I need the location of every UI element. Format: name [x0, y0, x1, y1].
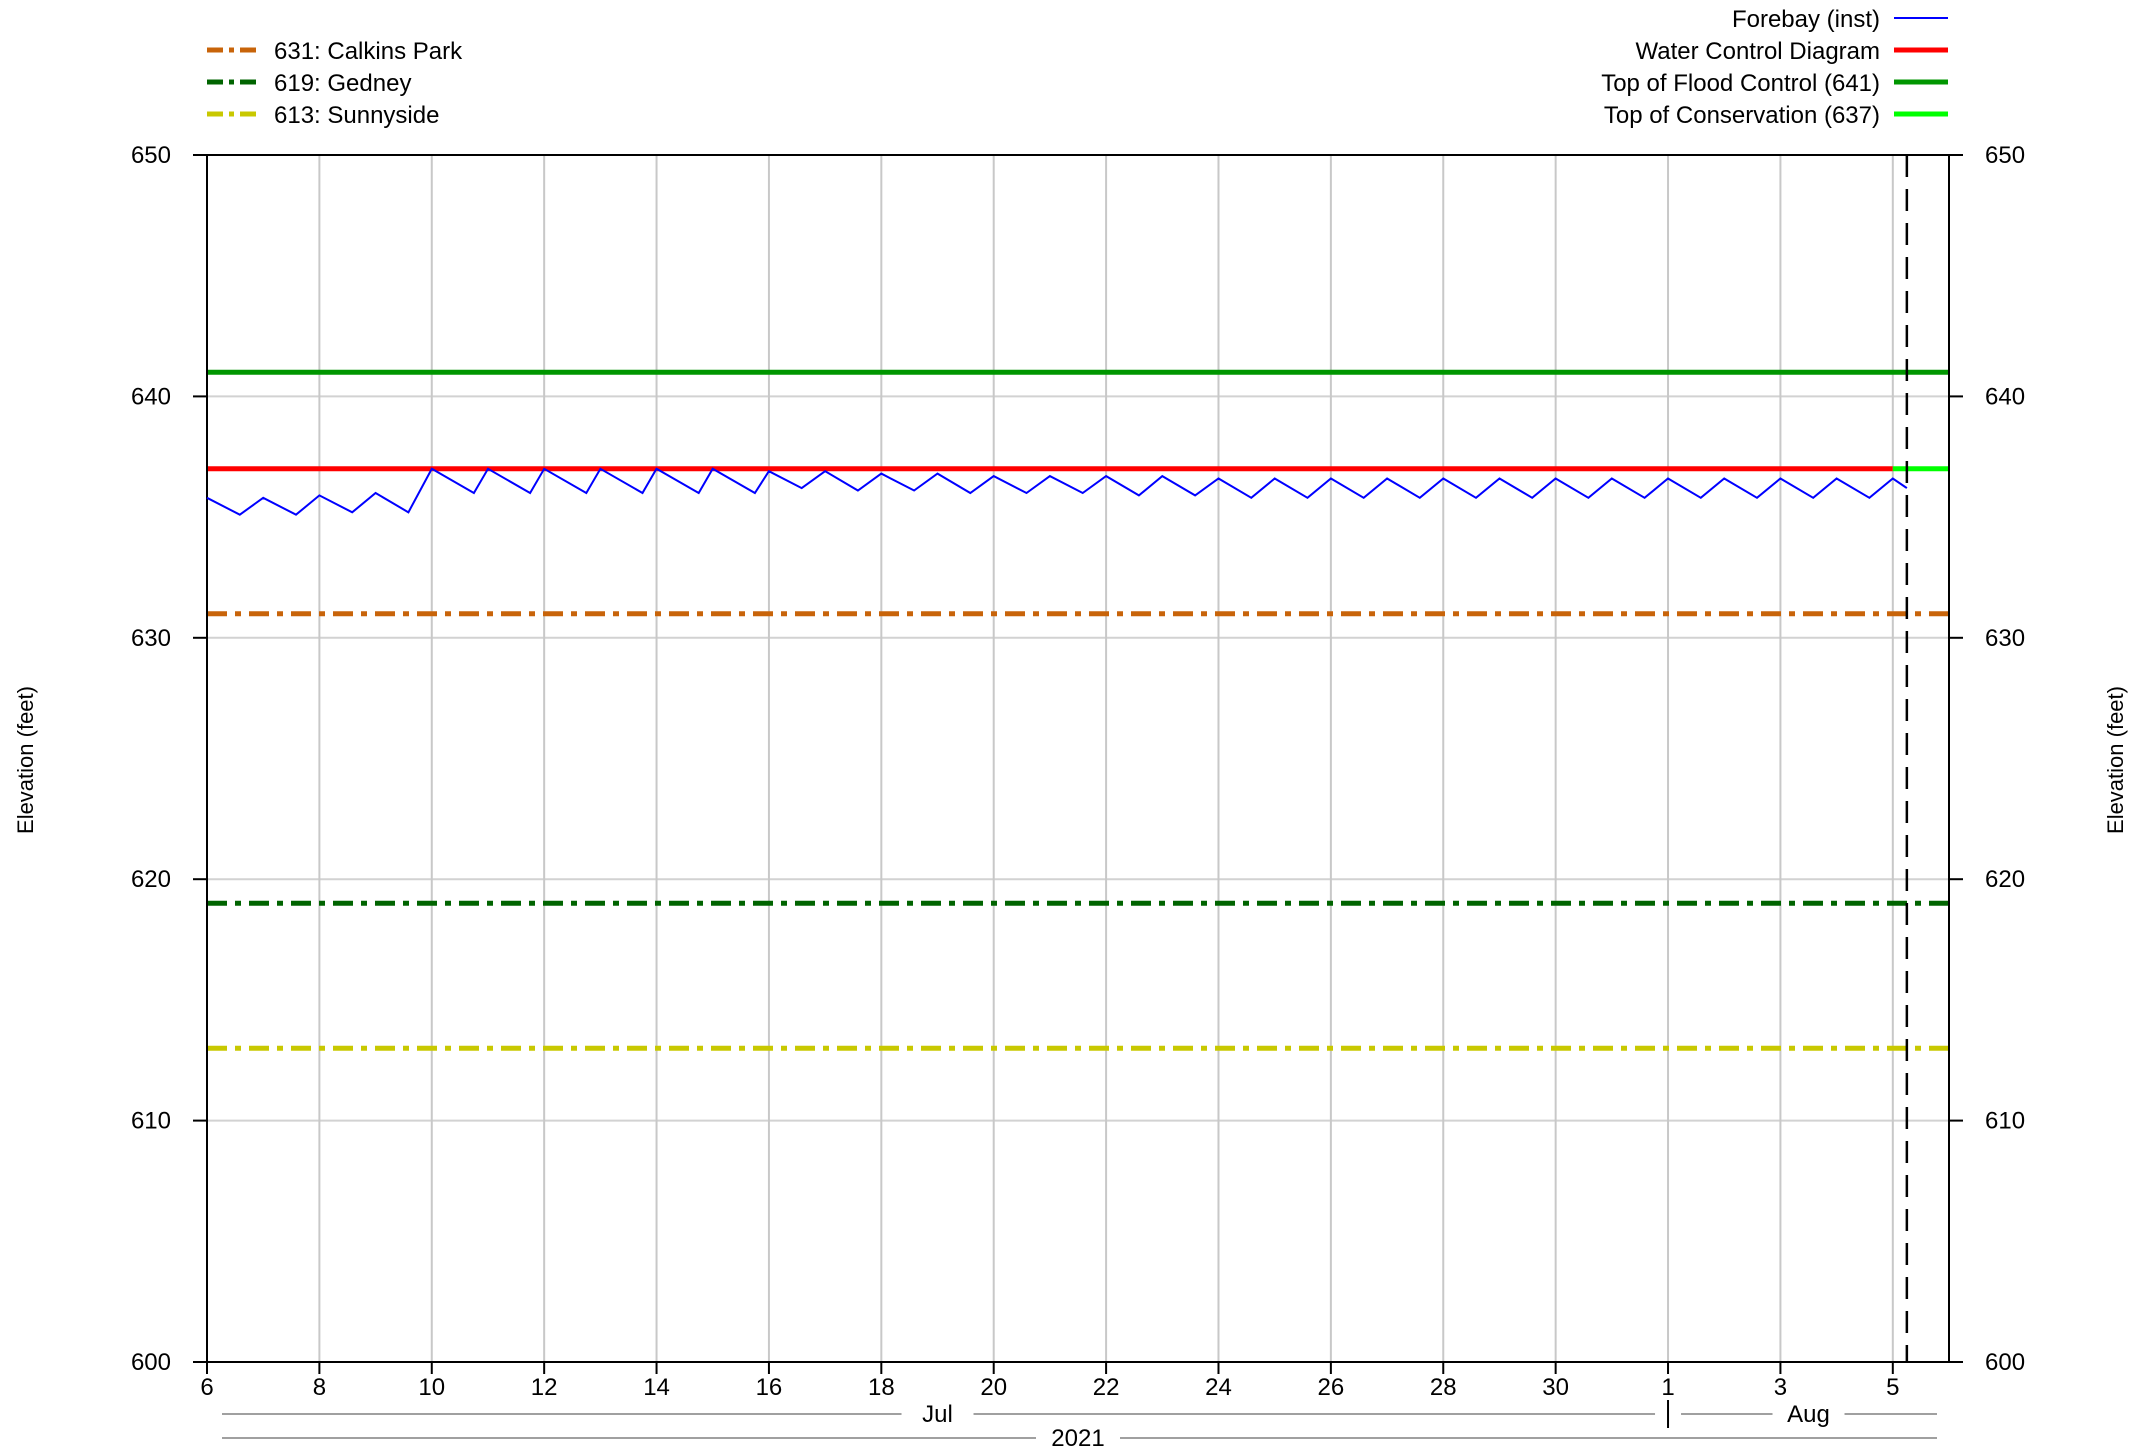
y-tick-label-right: 650 [1985, 142, 2025, 169]
x-tick-label: 8 [313, 1374, 326, 1401]
x-tick-label: 5 [1886, 1374, 1899, 1401]
legend-label-right: Top of Flood Control (641) [1601, 70, 1880, 97]
x-tick-label: 26 [1318, 1374, 1345, 1401]
y-tick-label-right: 640 [1985, 383, 2025, 410]
y-tick-label-left: 620 [131, 866, 171, 893]
x-tick-label: 12 [531, 1374, 558, 1401]
legend-left: 631: Calkins Park 619: Gedney 613: Sunnysi… [207, 38, 463, 129]
x-tick-label: 3 [1774, 1374, 1787, 1401]
legend-label-right: Top of Conservation (637) [1604, 102, 1880, 129]
y-axis-title-right: Elevation (feet) [2103, 686, 2128, 834]
legend-label-left: 619: Gedney [274, 70, 411, 97]
x-tick-label: 1 [1661, 1374, 1674, 1401]
y-tick-label-left: 650 [131, 142, 171, 169]
legend-label-right: Forebay (inst) [1732, 6, 1880, 33]
series-line-forebay-inst [206, 467, 1908, 516]
x-tick-label: 16 [756, 1374, 783, 1401]
x-tick-label: 18 [868, 1374, 895, 1401]
data-series [206, 467, 1908, 516]
y-tick-label-left: 600 [131, 1349, 171, 1376]
x-tick-label: 28 [1430, 1374, 1457, 1401]
legend-right: Forebay (inst) Water Control Diagram Top o… [1601, 6, 1948, 129]
x-tick-label: 10 [418, 1374, 445, 1401]
plot-frame [206, 154, 1950, 1363]
y-tick-label-right: 610 [1985, 1108, 2025, 1135]
x-tick-label: 22 [1093, 1374, 1120, 1401]
y-tick-label-right: 630 [1985, 625, 2025, 652]
y-tick-label-right: 600 [1985, 1349, 2025, 1376]
y-tick-label-left: 610 [131, 1108, 171, 1135]
y-tick-label-left: 640 [131, 383, 171, 410]
x-axis-ticks: 6 8 10 12 14 16 18 20 22 24 26 28 30 1 3 5 [200, 1362, 1899, 1401]
x-tick-label: 24 [1205, 1374, 1232, 1401]
y-axis-ticks: 600 600 610 610 620 620 630 630 640 640 650 650 [131, 142, 2025, 1376]
month-label: Aug [1787, 1401, 1830, 1428]
x-tick-label: 14 [643, 1374, 670, 1401]
y-tick-label-left: 630 [131, 625, 171, 652]
legend-label-left: 631: Calkins Park [274, 38, 463, 65]
y-tick-label-right: 620 [1985, 866, 2025, 893]
plot-border [206, 154, 1950, 1363]
legend-label-left: 613: Sunnyside [274, 102, 439, 129]
x-tick-label: 6 [200, 1374, 213, 1401]
year-label: 2021 [1051, 1425, 1104, 1452]
legend-label-right: Water Control Diagram [1635, 38, 1880, 65]
y-axis-title-left: Elevation (feet) [13, 686, 38, 834]
x-tick-label: 20 [980, 1374, 1007, 1401]
month-axis: Jul Aug 2021 [222, 1400, 1937, 1452]
month-label: Jul [922, 1401, 953, 1428]
grid-lines [207, 155, 1949, 1362]
x-tick-label: 30 [1542, 1374, 1569, 1401]
